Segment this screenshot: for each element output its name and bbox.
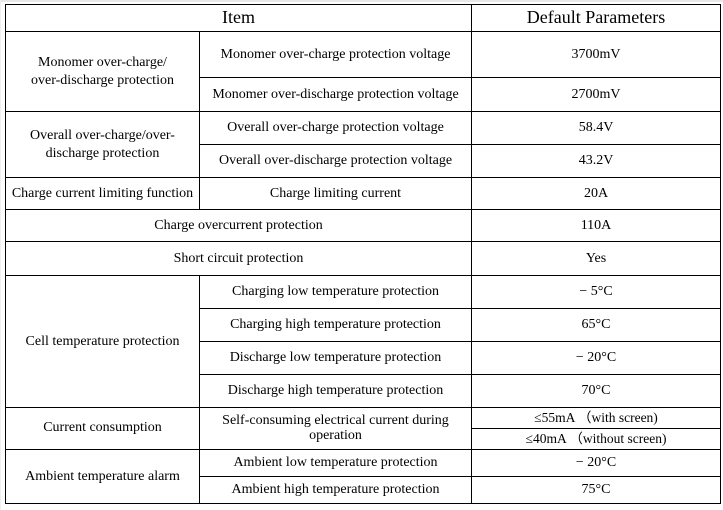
charge-limiting-group-label: Charge current limiting function [5, 177, 200, 210]
current-without-screen-value: ≤40mA （without screen) [471, 428, 721, 450]
ambient-low-temp-value: − 20°C [471, 449, 721, 477]
table-row: Ambient temperature alarm Ambient low te… [5, 449, 721, 504]
monomer-overdischarge-item: Monomer over-discharge protection voltag… [199, 77, 472, 112]
table-row: Short circuit protection Yes [5, 241, 721, 276]
table-row: Ambient high temperature protection 75°C [6, 476, 721, 504]
short-circuit-value: Yes [471, 241, 721, 276]
monomer-group-label: Monomer over-charge/ over-discharge prot… [5, 31, 200, 112]
spreadsheet-gridline-artifact [0, 0, 1, 510]
discharge-low-temp-value: − 20°C [471, 341, 721, 375]
ambient-group-label: Ambient temperature alarm [5, 449, 200, 504]
overall-overcharge-value: 58.4V [471, 111, 721, 145]
table-row: ≤40mA （without screen) [6, 428, 721, 450]
table-row: Charge current limiting function Charge … [5, 177, 721, 210]
self-consuming-current-item: Self-consuming electrical current during… [199, 407, 472, 450]
discharge-high-temp-item: Discharge high temperature protection [199, 374, 472, 408]
charging-low-temp-item: Charging low temperature protection [199, 275, 472, 309]
table-row: Monomer over-discharge protection voltag… [6, 77, 721, 112]
spreadsheet-gridline-artifact [0, 0, 723, 2]
discharge-high-temp-value: 70°C [471, 374, 721, 408]
table-row: Charging high temperature protection 65°… [6, 308, 721, 342]
charging-high-temp-value: 65°C [471, 308, 721, 342]
ambient-high-temp-value: 75°C [471, 476, 721, 504]
discharge-low-temp-item: Discharge low temperature protection [199, 341, 472, 375]
short-circuit-label: Short circuit protection [5, 241, 472, 276]
charge-overcurrent-value: 110A [471, 209, 721, 242]
overall-overdischarge-item: Overall over-discharge protection voltag… [199, 144, 472, 178]
charging-low-temp-value: − 5°C [471, 275, 721, 309]
current-with-screen-value: ≤55mA （with screen) [471, 407, 721, 429]
cell-temperature-group-label: Cell temperature protection [5, 275, 200, 408]
overall-overdischarge-value: 43.2V [471, 144, 721, 178]
charge-limiting-item: Charge limiting current [199, 177, 472, 210]
table-header-row: Item Default Parameters [5, 4, 721, 32]
charge-limiting-value: 20A [471, 177, 721, 210]
table-row: Charge overcurrent protection 110A [5, 209, 721, 242]
current-consumption-group-label: Current consumption [5, 407, 200, 450]
charge-overcurrent-label: Charge overcurrent protection [5, 209, 472, 242]
table-row: Cell temperature protection Charging low… [5, 275, 721, 408]
table-row: Monomer over-charge/ over-discharge prot… [5, 31, 721, 112]
table-row: Discharge low temperature protection − 2… [6, 341, 721, 375]
table-row: Overall over-charge/over- discharge prot… [5, 111, 721, 178]
table-row: Current consumption Self-consuming elect… [5, 407, 721, 450]
ambient-low-temp-item: Ambient low temperature protection [199, 449, 472, 477]
monomer-overdischarge-value: 2700mV [471, 77, 721, 112]
header-item-cell: Item [5, 4, 472, 32]
monomer-overcharge-value: 3700mV [471, 31, 721, 78]
parameters-table: Item Default Parameters Monomer over-cha… [5, 4, 721, 504]
overall-group-label: Overall over-charge/over- discharge prot… [5, 111, 200, 178]
header-default-parameters-cell: Default Parameters [471, 4, 721, 32]
table-row: Discharge high temperature protection 70… [6, 374, 721, 408]
ambient-high-temp-item: Ambient high temperature protection [199, 476, 472, 504]
table-row: Overall over-discharge protection voltag… [6, 144, 721, 178]
monomer-overcharge-item: Monomer over-charge protection voltage [199, 31, 472, 78]
charging-high-temp-item: Charging high temperature protection [199, 308, 472, 342]
overall-overcharge-item: Overall over-charge protection voltage [199, 111, 472, 145]
